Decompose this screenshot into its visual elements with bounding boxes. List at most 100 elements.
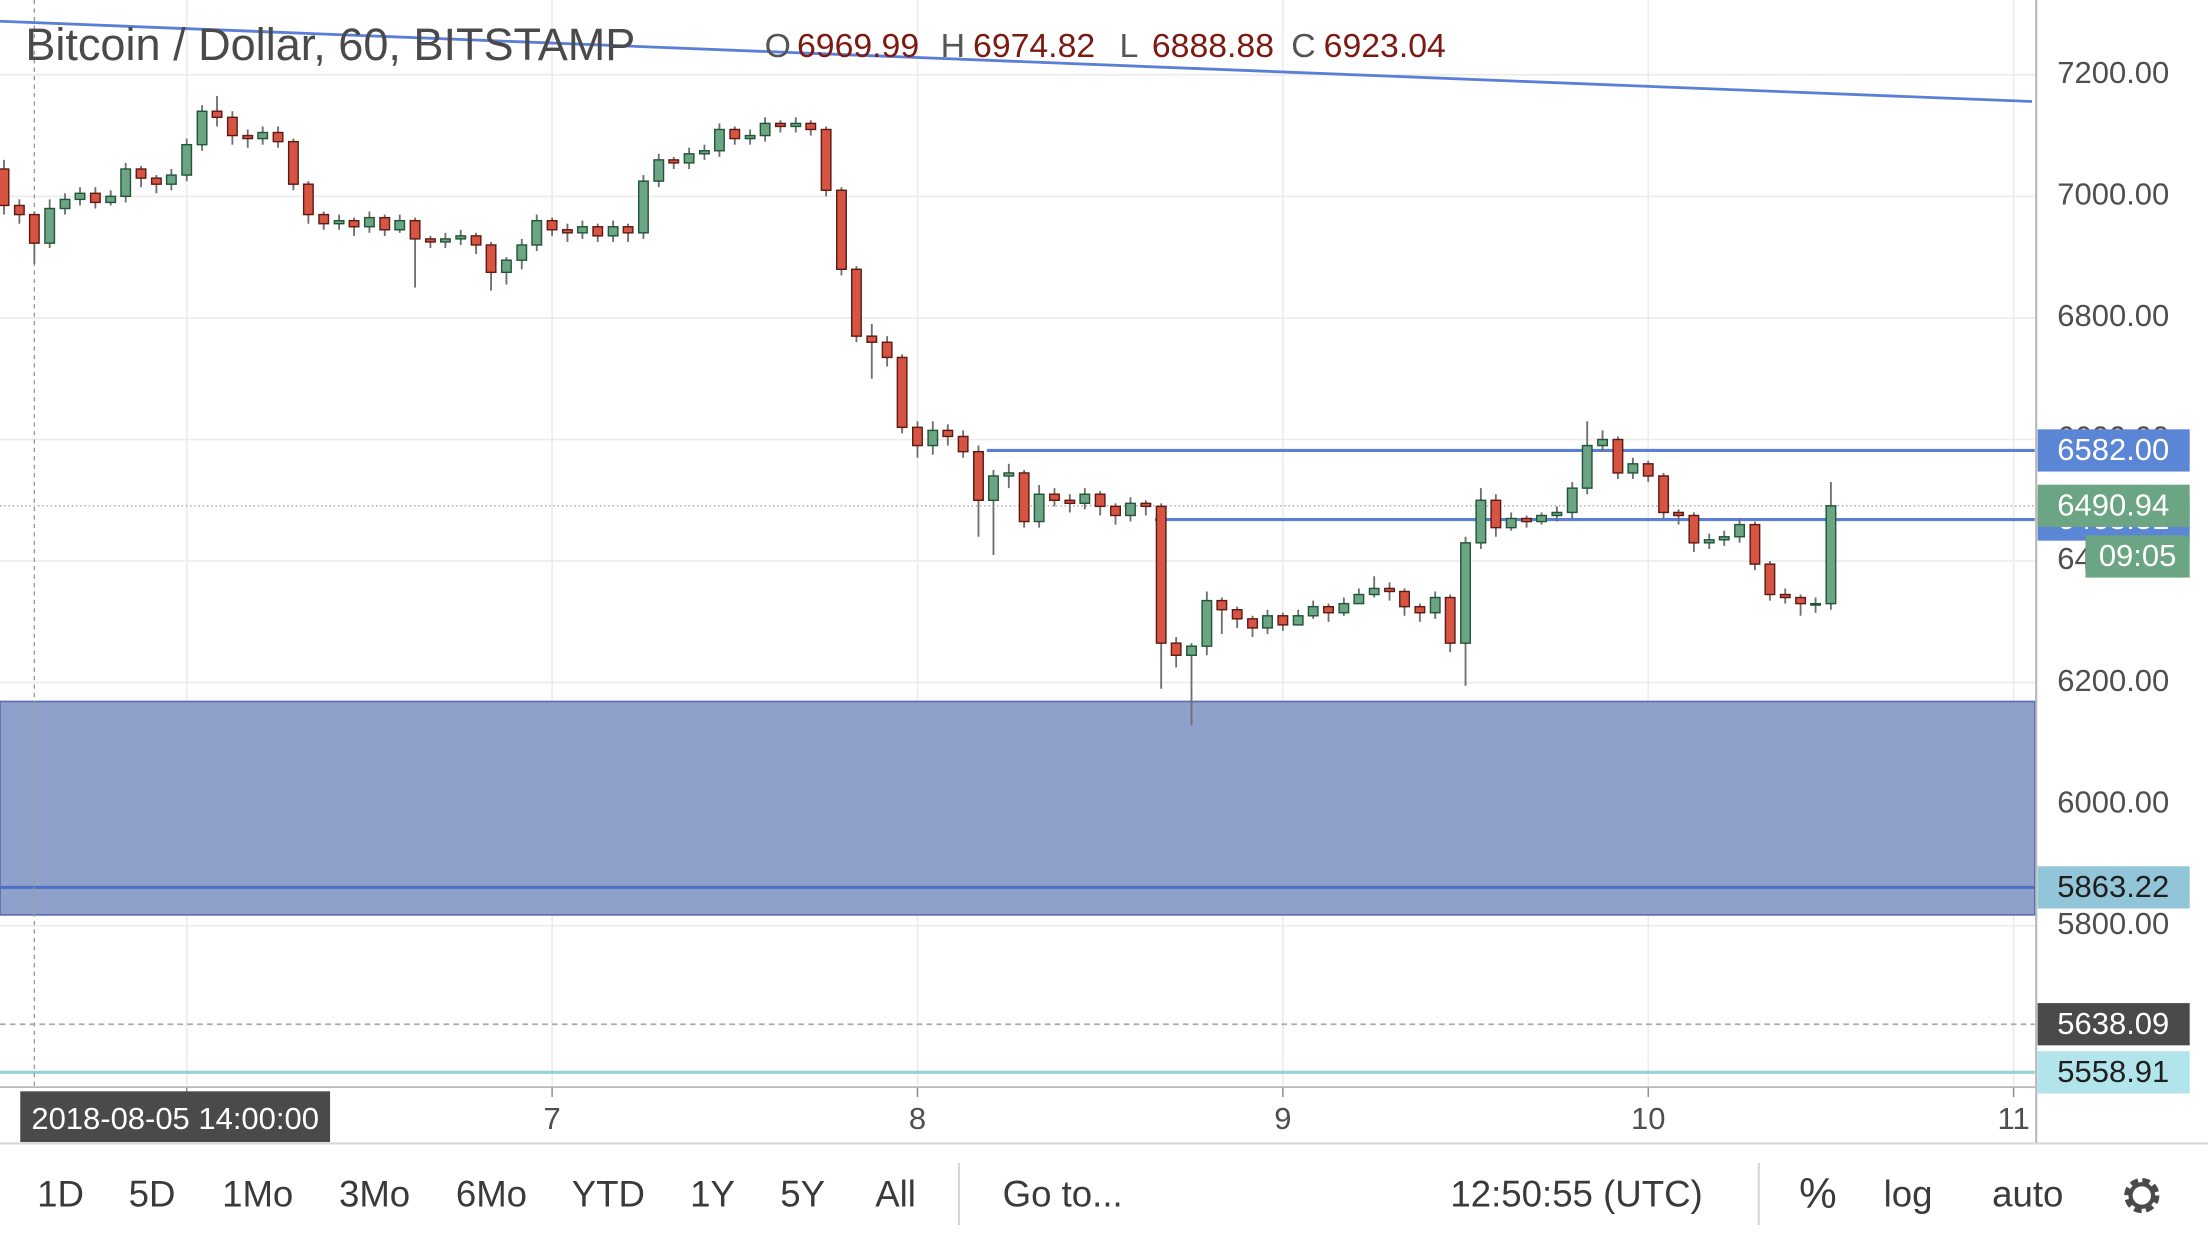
candle-body (500, 259, 512, 274)
candle-body (409, 219, 421, 240)
option-button[interactable]: auto (1992, 1174, 2063, 1215)
candle-body (713, 128, 725, 152)
candle-body (485, 244, 497, 274)
countdown-box (2085, 535, 2190, 578)
y-tick-label: 6800.00 (2057, 298, 2169, 333)
candle-body (836, 189, 847, 270)
y-tick-label: 5800.00 (2057, 906, 2169, 941)
candle-body (135, 168, 147, 179)
gear-teeth (2124, 1177, 2160, 1214)
candle-body (1292, 615, 1304, 626)
candle-body (1064, 499, 1076, 505)
candle-body (165, 174, 177, 185)
candle-body (1490, 499, 1502, 529)
candle-body (607, 226, 619, 237)
candle-body (576, 226, 588, 234)
candle-body (44, 207, 56, 244)
candle-body (333, 219, 345, 225)
candle-body (1566, 487, 1578, 514)
candle-body (1627, 463, 1639, 474)
settings-icon[interactable] (2124, 1177, 2160, 1214)
candle-body (150, 177, 162, 185)
candle-body (1505, 517, 1517, 529)
range-button[interactable]: 5Y (780, 1174, 825, 1215)
option-button[interactable]: % (1799, 1170, 1837, 1217)
candle-body (927, 429, 939, 447)
candle-body (1018, 472, 1030, 523)
candle-body (1247, 618, 1258, 629)
candle-body (470, 235, 482, 246)
candle-body (912, 426, 923, 447)
price-label: 5638.09 (2057, 1006, 2169, 1041)
candle-body (1368, 587, 1380, 596)
candle-body (973, 450, 984, 501)
candle-body (348, 219, 360, 228)
ohlc-label: O (765, 27, 791, 65)
candle-body (896, 356, 908, 429)
candle-body (1521, 517, 1533, 523)
candle-body (1110, 505, 1121, 517)
price-label: 5863.22 (2057, 869, 2169, 904)
x-tick-label: 10 (1631, 1101, 1665, 1136)
candle-body (28, 213, 40, 244)
candle-body (820, 128, 832, 191)
candle-body (1581, 444, 1593, 489)
range-button[interactable]: 5D (129, 1174, 176, 1215)
range-button[interactable]: 6Mo (456, 1174, 527, 1215)
candle-body (1810, 602, 1822, 606)
range-button[interactable]: 1D (37, 1174, 84, 1215)
goto-button[interactable]: Go to... (1003, 1174, 1123, 1215)
candle-body (181, 143, 193, 176)
candle-body (1460, 542, 1471, 644)
candle-body (424, 238, 436, 243)
candle-body (379, 216, 391, 231)
candle-body (1764, 563, 1776, 596)
candle-body (622, 226, 634, 234)
range-button[interactable]: 1Y (690, 1174, 735, 1215)
candle-body (1216, 599, 1228, 611)
candle-body (1475, 499, 1487, 544)
candle-body (1003, 472, 1015, 477)
candle-body (1749, 523, 1761, 565)
candle-body (226, 116, 238, 137)
range-button[interactable]: 3Mo (339, 1174, 410, 1215)
candle-body (1734, 523, 1746, 538)
range-button[interactable]: YTD (572, 1174, 645, 1215)
candle-body (455, 235, 467, 240)
candle-body (1779, 593, 1791, 599)
price-label-box (2037, 1051, 2190, 1094)
candle-body (759, 122, 771, 137)
candle-body (1688, 514, 1700, 544)
y-tick-label: 7000.00 (2057, 177, 2169, 212)
gear-ring (2128, 1182, 2156, 1209)
option-button[interactable]: log (1884, 1174, 1933, 1215)
candle-body (592, 226, 604, 237)
candle-body (942, 429, 954, 438)
candle-body (394, 219, 406, 231)
candle-body (211, 110, 223, 119)
candle-body (89, 192, 101, 204)
plot-area (0, 0, 2036, 1088)
candle-body (1825, 505, 1837, 605)
candle-body (1125, 502, 1136, 517)
candle-body (120, 168, 132, 198)
x-tick-label: 8 (909, 1101, 926, 1136)
candle-body (1079, 493, 1091, 505)
candle-body (1033, 493, 1045, 523)
candle-body (531, 219, 543, 246)
candle-body (1262, 615, 1273, 629)
candle-body (1612, 438, 1624, 474)
candle-body (1718, 536, 1730, 541)
countdown: 09:05 (2099, 538, 2177, 573)
candle-body (1444, 596, 1456, 644)
price-label: 5558.91 (2057, 1054, 2169, 1089)
range-button[interactable]: All (875, 1174, 916, 1215)
range-button[interactable]: 1Mo (222, 1174, 293, 1215)
candle-body (1429, 596, 1441, 614)
candle-body (1338, 602, 1350, 614)
candle-body (1353, 593, 1365, 605)
candle-body (302, 183, 314, 216)
candle-body (242, 134, 254, 140)
candle-body (561, 229, 573, 234)
price-label-box (2037, 866, 2190, 909)
